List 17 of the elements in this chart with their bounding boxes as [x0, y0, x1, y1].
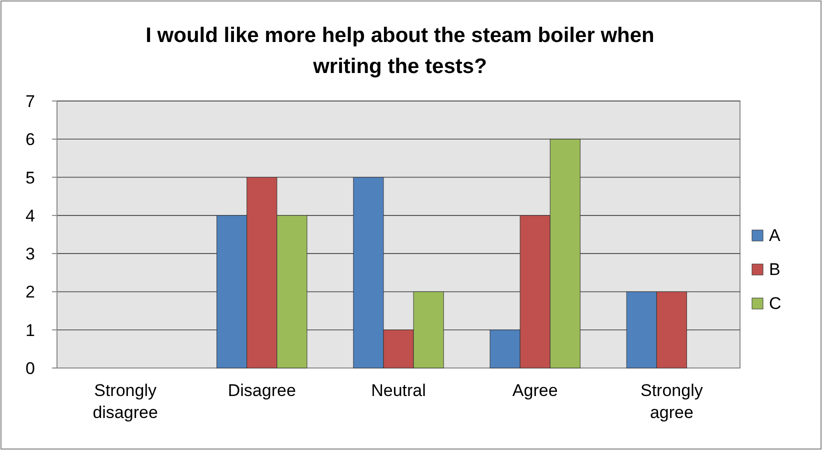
y-tick-label: 6	[26, 130, 35, 150]
y-tick-label: 5	[26, 168, 35, 188]
legend-label: A	[769, 226, 781, 245]
y-tick-label: 0	[26, 359, 35, 378]
y-tick-label: 4	[26, 206, 35, 226]
y-tick-label: 3	[26, 244, 35, 264]
x-tick-label: Agree	[512, 381, 558, 400]
legend-label: C	[769, 294, 782, 313]
y-tick-label: 1	[26, 320, 35, 340]
x-tick-label: Strongly disagree	[92, 381, 158, 422]
legend-label: B	[769, 260, 780, 279]
x-tick-label: Neutral	[371, 381, 426, 400]
x-tick-label: Strongly agree	[640, 381, 704, 422]
chart-title: I would like more help about the steam boiler when writing the tests?	[146, 24, 654, 78]
y-tick-label: 7	[26, 92, 35, 111]
x-tick-label: Disagree	[228, 381, 296, 400]
y-tick-label: 2	[26, 282, 35, 302]
